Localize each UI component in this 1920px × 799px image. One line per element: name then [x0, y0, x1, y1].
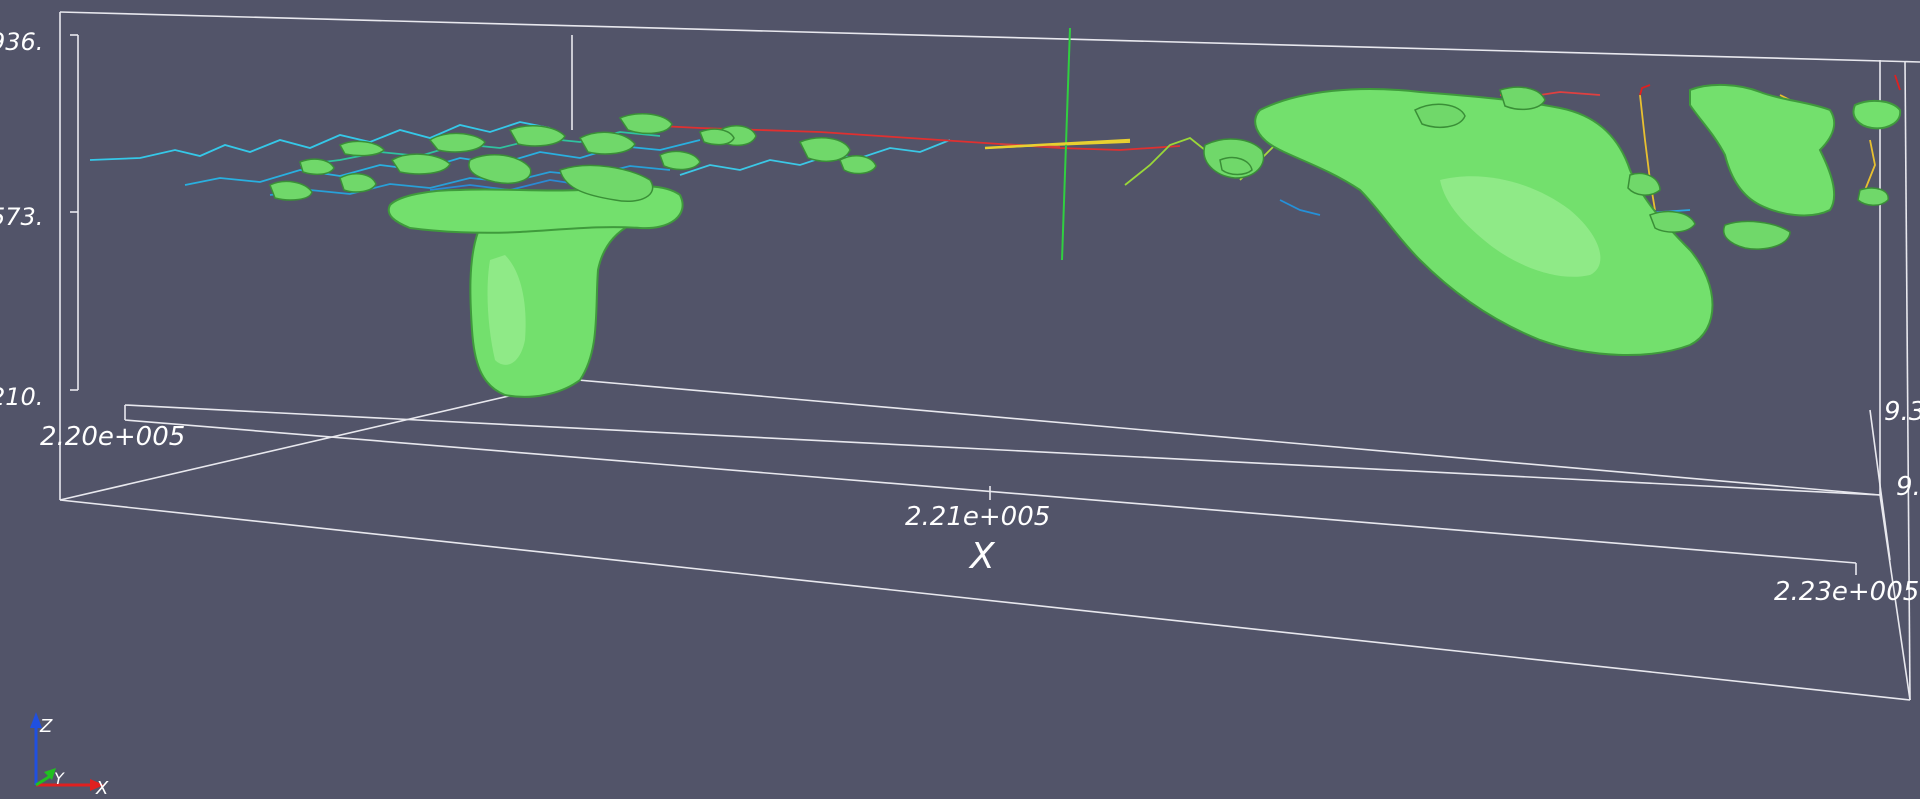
orientation-axes-widget: Z Y X	[30, 712, 109, 799]
bounding-box	[59, 11, 1920, 701]
x-tick-label: 2.20e+005	[40, 422, 185, 452]
x-tick-label: 2.23e+005	[1774, 577, 1919, 607]
y-tick-label: 9.	[1896, 472, 1920, 502]
y-tick-label: 9.3	[1884, 397, 1920, 427]
z-tick-label: 210.	[0, 383, 43, 411]
x-tick-label: 2.21e+005	[905, 502, 1050, 532]
z-axis-tick-labels: 936. 573. 210.	[0, 28, 43, 411]
isosurface-cluster-left	[269, 112, 877, 398]
z-tick-label: 573.	[0, 203, 43, 231]
x-axis-title: X	[968, 536, 996, 577]
z-tick-label: 936.	[0, 28, 43, 56]
orientation-x-label: X	[95, 778, 109, 795]
isosurface-cluster-right	[1203, 83, 1902, 357]
probe-lines	[984, 27, 1131, 261]
orientation-y-label: Y	[54, 769, 65, 788]
orientation-z-label: Z	[39, 716, 53, 737]
x-axis-tick-labels: 2.20e+005 2.21e+005 2.23e+005	[40, 422, 1919, 607]
y-axis-tick-labels: 9.3 9.	[1884, 397, 1920, 502]
